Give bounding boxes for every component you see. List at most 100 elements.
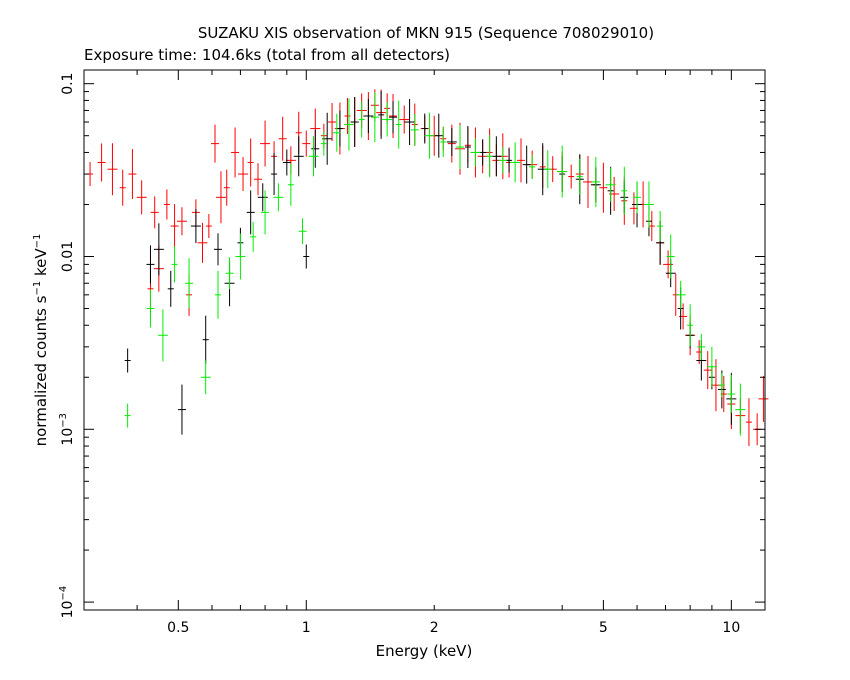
data-point — [410, 113, 419, 146]
data-point — [200, 360, 211, 395]
data-series-layer — [87, 89, 769, 447]
data-point — [254, 163, 263, 196]
data-point — [358, 101, 365, 138]
data-point — [167, 270, 174, 307]
data-point — [119, 169, 126, 206]
data-series — [124, 92, 746, 436]
chart-title: SUZAKU XIS observation of MKN 915 (Seque… — [198, 24, 654, 42]
data-point — [621, 166, 628, 215]
data-point — [287, 163, 294, 206]
data-point — [157, 309, 168, 362]
data-point — [282, 149, 291, 176]
y-tick-label-base: 10 — [60, 428, 76, 446]
data-point — [522, 145, 531, 184]
y-tick-label: 0.1 — [60, 73, 76, 95]
data-point — [516, 138, 525, 183]
data-point — [440, 126, 447, 157]
data-point — [446, 127, 457, 156]
data-point — [727, 375, 736, 414]
data-point — [205, 214, 212, 239]
data-point — [332, 113, 341, 152]
data-point — [170, 204, 179, 249]
data-point — [363, 99, 374, 134]
data-point — [599, 162, 608, 213]
data-series — [124, 90, 737, 435]
data-point — [491, 136, 502, 177]
data-point — [370, 92, 379, 143]
data-point — [235, 233, 246, 280]
data-point — [293, 136, 304, 177]
data-point — [185, 258, 194, 309]
data-point — [257, 183, 268, 212]
data-point — [271, 153, 278, 196]
x-tick-label: 10 — [722, 620, 740, 636]
data-point — [591, 156, 600, 207]
y-tick-label: 0.01 — [60, 241, 76, 272]
data-point — [215, 270, 222, 319]
data-point — [657, 211, 664, 242]
y-tick-label-base: 10 — [60, 601, 76, 619]
data-point — [557, 145, 568, 198]
data-point — [758, 375, 769, 422]
data-point — [510, 142, 521, 183]
data-point — [456, 125, 465, 170]
data-point — [486, 135, 493, 178]
data-point — [150, 196, 159, 229]
data-point — [399, 105, 410, 134]
data-point — [298, 218, 307, 245]
data-point — [718, 373, 725, 398]
data-point — [568, 164, 575, 189]
data-point — [308, 136, 319, 177]
data-point — [124, 348, 131, 373]
data-point — [576, 158, 583, 195]
data-point — [250, 221, 257, 252]
data-point — [378, 90, 385, 139]
data-point — [223, 169, 230, 206]
data-point — [197, 222, 208, 263]
data-point — [687, 304, 694, 347]
data-point — [303, 244, 310, 269]
y-tick-label: 10−3 — [58, 413, 76, 446]
data-point — [171, 246, 178, 283]
data-point — [261, 190, 270, 235]
data-point — [506, 148, 513, 173]
data-point — [395, 100, 402, 149]
data-point — [543, 150, 552, 189]
x-tick-label: 5 — [599, 620, 608, 636]
data-point — [278, 116, 287, 161]
data-point — [328, 103, 337, 142]
data-point — [153, 223, 164, 276]
data-point — [343, 98, 354, 151]
y-axis-label-prefix: normalized counts s — [32, 295, 50, 446]
data-point — [202, 315, 209, 364]
data-point — [146, 289, 155, 328]
data-point — [336, 110, 343, 147]
data-point — [745, 398, 752, 447]
data-point — [97, 143, 106, 182]
data-point — [215, 171, 226, 224]
x-tick-label: 1 — [302, 620, 311, 636]
y-axis-label-exp2: −1 — [32, 234, 43, 249]
data-point — [706, 346, 717, 387]
data-point — [666, 234, 675, 279]
data-point — [124, 403, 131, 428]
y-tick-label-exponent: −3 — [58, 413, 69, 428]
data-point — [675, 280, 686, 309]
data-point — [176, 207, 187, 236]
data-point — [605, 167, 616, 202]
data-point — [136, 180, 147, 215]
data-point — [648, 211, 655, 242]
y-axis-label-mid: keV — [32, 248, 50, 281]
data-point — [424, 112, 435, 159]
data-point — [582, 155, 593, 208]
data-point — [177, 384, 186, 435]
x-tick-label: 0.5 — [167, 620, 189, 636]
data-point — [464, 126, 471, 169]
y-tick-label-exponent: −4 — [58, 586, 69, 601]
y-tick-label: 10−4 — [58, 586, 76, 619]
data-point — [470, 138, 481, 167]
data-point — [246, 190, 255, 235]
data-point — [190, 209, 201, 244]
